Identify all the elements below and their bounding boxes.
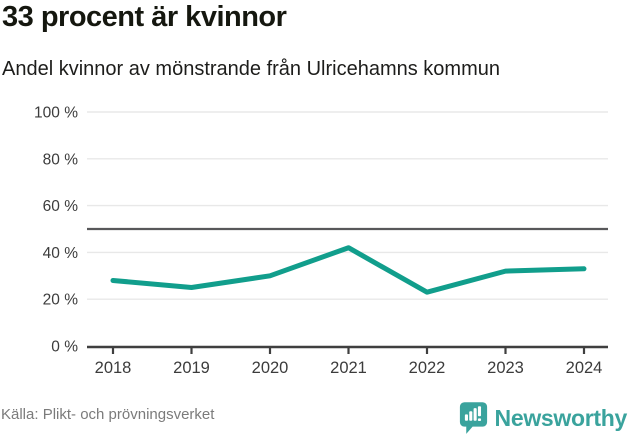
y-axis-tick-label: 80 % — [43, 151, 79, 168]
y-axis-tick-label: 20 % — [43, 292, 79, 309]
y-axis-tick-label: 60 % — [43, 198, 79, 215]
x-axis-tick-label: 2018 — [95, 359, 132, 377]
x-axis-tick-label: 2024 — [566, 359, 603, 377]
chart-title: 33 procent är kvinnor — [2, 1, 287, 33]
x-axis-tick-label: 2023 — [487, 359, 524, 377]
y-axis-tick-label: 100 % — [34, 105, 78, 122]
bar-chart-exclamation-glyph — [464, 406, 481, 422]
x-axis-tick-label: 2021 — [330, 359, 367, 377]
x-axis-tick-label: 2022 — [409, 359, 446, 377]
y-axis-tick-label: 0 % — [51, 339, 78, 356]
y-axis-tick-label: 40 % — [43, 245, 79, 262]
chart-subtitle: Andel kvinnor av mönstrande från Ulriceh… — [2, 58, 500, 80]
newsworthy-wordmark: Newsworthy — [494, 405, 628, 431]
x-axis-tick-label: 2020 — [252, 359, 289, 377]
x-axis-tick-label: 2019 — [173, 359, 210, 377]
data-line-andel-kvinnor-av-m-nstrande — [110, 245, 587, 295]
newsworthy-logo: Newsworthy — [459, 401, 627, 436]
newsworthy-badge-icon — [459, 402, 487, 434]
source-caption: Källa: Plikt- och prövningsverket — [1, 406, 215, 423]
